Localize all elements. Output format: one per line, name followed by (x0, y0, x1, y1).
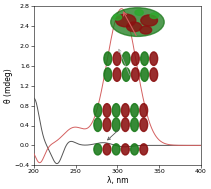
Ellipse shape (94, 144, 102, 155)
Ellipse shape (103, 118, 111, 132)
Ellipse shape (122, 68, 130, 81)
Ellipse shape (103, 144, 111, 155)
Ellipse shape (140, 118, 148, 132)
X-axis label: λ, nm: λ, nm (107, 176, 128, 185)
Ellipse shape (150, 13, 158, 19)
Ellipse shape (150, 52, 158, 65)
Ellipse shape (94, 118, 102, 132)
Ellipse shape (113, 52, 121, 65)
Ellipse shape (131, 68, 139, 81)
Ellipse shape (122, 118, 129, 132)
Ellipse shape (140, 104, 148, 117)
Ellipse shape (112, 144, 120, 155)
Ellipse shape (127, 22, 142, 32)
Ellipse shape (122, 104, 129, 117)
Ellipse shape (140, 144, 148, 155)
Ellipse shape (131, 144, 138, 155)
Ellipse shape (112, 118, 120, 132)
Ellipse shape (111, 8, 164, 36)
Ellipse shape (131, 118, 138, 132)
Ellipse shape (131, 104, 138, 117)
Ellipse shape (113, 68, 121, 81)
Ellipse shape (150, 68, 158, 81)
Ellipse shape (135, 10, 143, 15)
Ellipse shape (131, 52, 139, 65)
Ellipse shape (122, 144, 129, 155)
Ellipse shape (141, 52, 149, 65)
Y-axis label: θ (mdeg): θ (mdeg) (4, 68, 13, 103)
Ellipse shape (104, 68, 112, 81)
Ellipse shape (103, 104, 111, 117)
Ellipse shape (94, 104, 102, 117)
Ellipse shape (104, 52, 112, 65)
Ellipse shape (140, 26, 152, 34)
Ellipse shape (112, 104, 120, 117)
Ellipse shape (141, 68, 149, 81)
Ellipse shape (113, 15, 122, 20)
Ellipse shape (122, 52, 130, 65)
Ellipse shape (141, 15, 157, 26)
Ellipse shape (116, 14, 136, 27)
